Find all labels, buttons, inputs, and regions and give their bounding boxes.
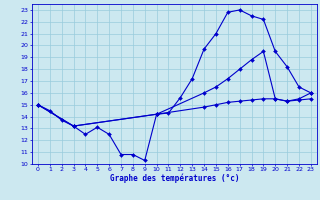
X-axis label: Graphe des températures (°c): Graphe des températures (°c) [110,174,239,183]
